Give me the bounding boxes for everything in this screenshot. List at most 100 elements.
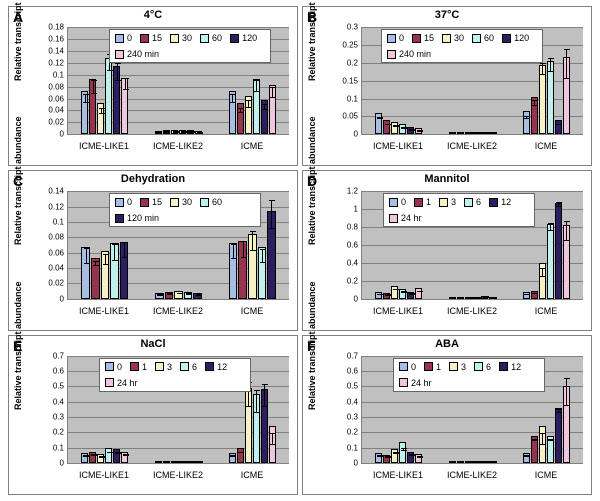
- bar: [97, 454, 104, 463]
- bar: [489, 132, 496, 134]
- legend-label: 30: [182, 197, 192, 207]
- error-bar: [93, 455, 94, 456]
- error-bar: [395, 126, 396, 127]
- legend-swatch: [472, 34, 481, 43]
- y-tick-label: 0.1: [53, 218, 66, 227]
- bar: [187, 461, 194, 463]
- y-tick-label: 0.7: [347, 351, 360, 360]
- y-tick-label: 0.04: [48, 264, 66, 273]
- bar: [245, 96, 252, 134]
- legend-label: 1: [436, 362, 441, 372]
- y-tick-label: 0.16: [48, 34, 66, 43]
- legend-label: 0: [411, 362, 416, 372]
- error-bar: [542, 63, 543, 76]
- legend-label: 0: [399, 33, 404, 43]
- error-bar: [550, 439, 551, 441]
- error-bar: [233, 244, 234, 259]
- bar: [81, 247, 90, 299]
- y-tick-label: 0.06: [48, 94, 66, 103]
- bar: [163, 461, 170, 463]
- bar: [383, 455, 390, 463]
- legend-swatch: [155, 362, 164, 371]
- error-bar: [566, 49, 567, 79]
- legend-item: 0: [105, 362, 122, 372]
- x-tick-label: ICME-LIKE2: [435, 141, 509, 151]
- bar: [449, 461, 456, 463]
- bar: [407, 452, 414, 463]
- x-tick-label: ICME-LIKE1: [361, 470, 435, 480]
- bar: [179, 130, 186, 135]
- legend-label: 0: [401, 197, 406, 207]
- y-tick-label: 0.04: [48, 106, 66, 115]
- bar: [171, 461, 178, 463]
- bar: [383, 293, 390, 298]
- y-tick-label: 0.2: [347, 58, 360, 67]
- legend-swatch: [414, 198, 423, 207]
- x-tick-label: ICME-LIKE2: [435, 470, 509, 480]
- x-tick-label: ICME: [509, 306, 583, 316]
- bar: [415, 288, 422, 299]
- bar: [121, 452, 128, 463]
- bar: [174, 291, 183, 299]
- bar: [465, 297, 472, 299]
- bar: [473, 132, 480, 134]
- error-bar: [105, 254, 106, 266]
- y-tick-label: 0: [354, 130, 360, 139]
- legend-label: 3: [451, 197, 456, 207]
- y-tick-label: 0.2: [347, 276, 360, 285]
- bar: [258, 247, 267, 298]
- legend: 0153060120 min: [109, 193, 261, 227]
- error-bar: [550, 223, 551, 230]
- y-axis-label: Relative transcript abundance: [13, 281, 23, 410]
- legend-item: 3: [155, 362, 172, 372]
- x-tick-label: ICME-LIKE1: [361, 306, 435, 316]
- bar: [555, 203, 562, 299]
- legend-swatch: [105, 378, 114, 387]
- legend-swatch: [115, 214, 124, 223]
- legend-swatch: [180, 362, 189, 371]
- y-tick-label: 0.18: [48, 23, 66, 32]
- legend-swatch: [115, 34, 124, 43]
- legend-label: 24 hr: [411, 378, 432, 388]
- chart-title: Dehydration: [9, 173, 297, 185]
- legend-item: 240 min: [387, 49, 431, 59]
- legend-label: 12: [511, 362, 521, 372]
- legend: 0153060120240 min: [109, 29, 271, 63]
- bar: [187, 130, 194, 135]
- error-bar: [558, 124, 559, 125]
- y-tick-label: 0.02: [48, 118, 66, 127]
- chart-title: Mannitol: [303, 173, 591, 185]
- bar: [415, 454, 422, 463]
- error-bar: [101, 108, 102, 114]
- bar: [473, 297, 480, 299]
- error-bar: [411, 455, 412, 456]
- error-bar: [256, 80, 257, 92]
- legend-item: 1: [130, 362, 147, 372]
- legend-label: 60: [212, 197, 222, 207]
- legend-item: 120: [230, 33, 257, 43]
- error-bar: [542, 268, 543, 276]
- y-tick-label: 0.25: [342, 40, 360, 49]
- legend-swatch: [399, 362, 408, 371]
- legend-swatch: [115, 50, 124, 59]
- chart-title: 4°C: [9, 9, 297, 21]
- bar: [81, 453, 88, 463]
- legend-swatch: [200, 198, 209, 207]
- error-bar: [240, 452, 241, 453]
- error-bar: [252, 231, 253, 251]
- error-bar: [271, 200, 272, 228]
- bar: [415, 128, 422, 134]
- legend-label: 15: [152, 197, 162, 207]
- bar: [105, 58, 112, 134]
- y-tick-label: 0.6: [53, 367, 66, 376]
- bar: [457, 132, 464, 134]
- bar: [195, 131, 202, 135]
- legend-label: 24 hr: [117, 378, 138, 388]
- legend-item: 60: [200, 197, 222, 207]
- bar: [391, 449, 398, 463]
- legend-item: 3: [439, 197, 456, 207]
- legend-item: 6: [464, 197, 481, 207]
- bar: [523, 453, 530, 463]
- bar: [110, 243, 119, 298]
- y-tick-label: 0.4: [53, 397, 66, 406]
